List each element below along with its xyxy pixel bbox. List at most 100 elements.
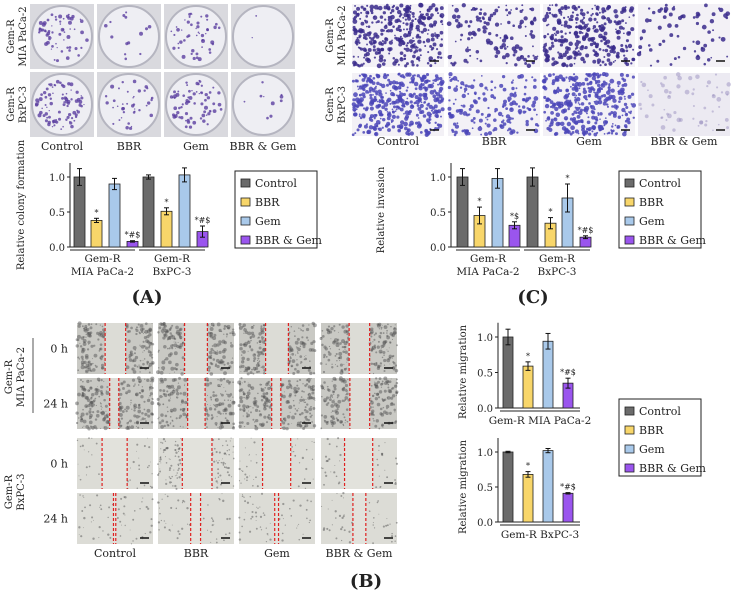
cell <box>84 369 89 374</box>
cell <box>630 27 635 32</box>
cell <box>208 369 211 372</box>
cell <box>255 454 257 456</box>
plate <box>31 5 93 68</box>
cell <box>370 397 372 399</box>
cell <box>455 109 460 113</box>
cell <box>238 531 241 534</box>
cell <box>217 438 220 441</box>
cell <box>96 494 99 497</box>
cell <box>133 414 137 418</box>
cell <box>250 517 252 520</box>
colony <box>178 116 181 119</box>
colony <box>74 113 78 117</box>
cell <box>220 383 223 386</box>
cell <box>214 363 218 366</box>
cell <box>447 55 452 60</box>
cell <box>217 379 219 381</box>
cell <box>518 46 523 51</box>
cell <box>82 338 87 343</box>
cell <box>397 72 401 76</box>
colony <box>217 26 221 30</box>
category-label-line: BxPC-3 <box>538 266 577 278</box>
cell <box>269 384 271 386</box>
cell <box>134 383 136 385</box>
cell <box>487 113 491 118</box>
cell <box>137 409 142 414</box>
cell <box>578 26 582 29</box>
cell <box>89 504 92 507</box>
cell <box>244 367 248 371</box>
cell <box>225 440 228 442</box>
cell <box>170 506 173 509</box>
colony <box>176 27 180 32</box>
cell <box>145 346 149 350</box>
cell <box>310 341 314 345</box>
cell <box>420 82 423 85</box>
cell <box>418 85 423 91</box>
cell <box>532 45 534 48</box>
colony <box>104 95 108 98</box>
cell <box>263 323 266 327</box>
cell <box>413 45 418 49</box>
cell <box>121 524 122 526</box>
colony <box>112 122 115 125</box>
cell <box>431 3 436 8</box>
cell <box>569 63 573 68</box>
cell <box>413 101 417 105</box>
cell <box>125 426 129 430</box>
colony <box>186 20 190 24</box>
cell <box>379 15 384 19</box>
cell <box>427 29 430 32</box>
cell <box>601 7 606 12</box>
cell <box>557 56 561 59</box>
cell <box>465 48 470 53</box>
cell <box>586 82 590 86</box>
cell <box>294 455 296 457</box>
cell <box>391 357 393 359</box>
cell <box>410 94 413 97</box>
cell <box>150 518 153 521</box>
cell <box>213 343 218 348</box>
cell <box>561 62 566 68</box>
cell <box>425 38 431 43</box>
cell <box>418 35 422 39</box>
cell <box>178 328 182 332</box>
cell <box>566 46 571 51</box>
cell <box>334 409 338 413</box>
cell <box>303 478 306 480</box>
cell <box>91 437 93 439</box>
cell <box>588 17 593 22</box>
cell <box>439 77 443 81</box>
colony <box>69 82 74 87</box>
cell <box>249 371 253 375</box>
cell <box>427 102 431 105</box>
cell <box>341 387 346 392</box>
cell <box>382 406 385 409</box>
cell <box>163 333 168 338</box>
cell <box>385 404 390 409</box>
cell <box>367 91 370 94</box>
cell <box>389 11 393 15</box>
cell <box>363 7 366 10</box>
cell <box>227 399 230 401</box>
cell <box>226 336 228 338</box>
cell <box>726 55 729 58</box>
category-label-line: MIA PaCa-2 <box>71 266 134 278</box>
cell <box>379 117 382 120</box>
cell <box>353 92 358 98</box>
cell <box>139 359 142 362</box>
legend-swatch <box>240 197 251 207</box>
cell <box>394 364 398 367</box>
wound-gap <box>271 378 281 429</box>
cell <box>395 37 400 42</box>
cell <box>219 483 223 486</box>
cell <box>425 12 429 17</box>
colony <box>62 84 66 89</box>
cell <box>77 334 81 339</box>
cell <box>447 85 452 90</box>
cell <box>473 8 477 11</box>
colony <box>189 116 193 120</box>
colony <box>181 29 183 31</box>
cell <box>308 392 310 394</box>
colony <box>146 101 151 105</box>
